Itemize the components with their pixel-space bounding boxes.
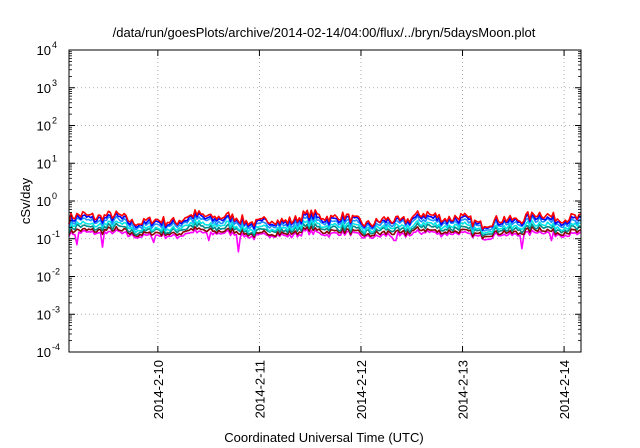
grid <box>69 50 581 352</box>
y-tick-exponent: -4 <box>52 342 60 352</box>
y-tick-label: 10 <box>37 81 51 96</box>
y-tick-exponent: 1 <box>52 153 57 163</box>
series-group <box>68 209 582 253</box>
y-tick-exponent: 0 <box>52 191 57 201</box>
y-tick-exponent: 2 <box>52 116 57 126</box>
y-tick-label: 10 <box>37 119 51 134</box>
y-tick-exponent: -3 <box>52 304 60 314</box>
x-tick-label: 2014-2-14 <box>557 360 572 419</box>
y-tick-label: 10 <box>37 270 51 285</box>
series-line-4 <box>68 218 582 234</box>
y-tick-exponent: -2 <box>52 267 60 277</box>
x-tick-label: 2014-2-10 <box>151 360 166 419</box>
y-tick-label: 10 <box>37 232 51 247</box>
y-tick-label: 10 <box>37 345 51 360</box>
y-tick-label: 10 <box>37 194 51 209</box>
series-line-1 <box>68 228 582 253</box>
series-line-7 <box>68 209 582 230</box>
x-tick-label: 2014-2-13 <box>456 360 471 419</box>
chart-title: /data/run/goesPlots/archive/2014-02-14/0… <box>113 25 536 40</box>
x-tick-label: 2014-2-11 <box>252 360 267 418</box>
series-line-5 <box>68 215 582 232</box>
x-axis-label: Coordinated Universal Time (UTC) <box>224 430 423 445</box>
y-tick-exponent: -1 <box>52 229 60 239</box>
series-line-2 <box>68 225 582 240</box>
y-tick-label: 10 <box>37 156 51 171</box>
y-axis-label: cSv/day <box>18 177 33 224</box>
y-tick-label: 10 <box>37 307 51 322</box>
y-tick-exponent: 4 <box>52 40 57 50</box>
x-tick-label: 2014-2-12 <box>354 360 369 419</box>
series-line-6 <box>68 211 582 231</box>
y-tick-exponent: 3 <box>52 78 57 88</box>
x-axis: 2014-2-10 2014-2-11 2014-2-12 2014-2-13 2014… <box>151 50 572 419</box>
y-tick-label: 10 <box>37 43 51 58</box>
